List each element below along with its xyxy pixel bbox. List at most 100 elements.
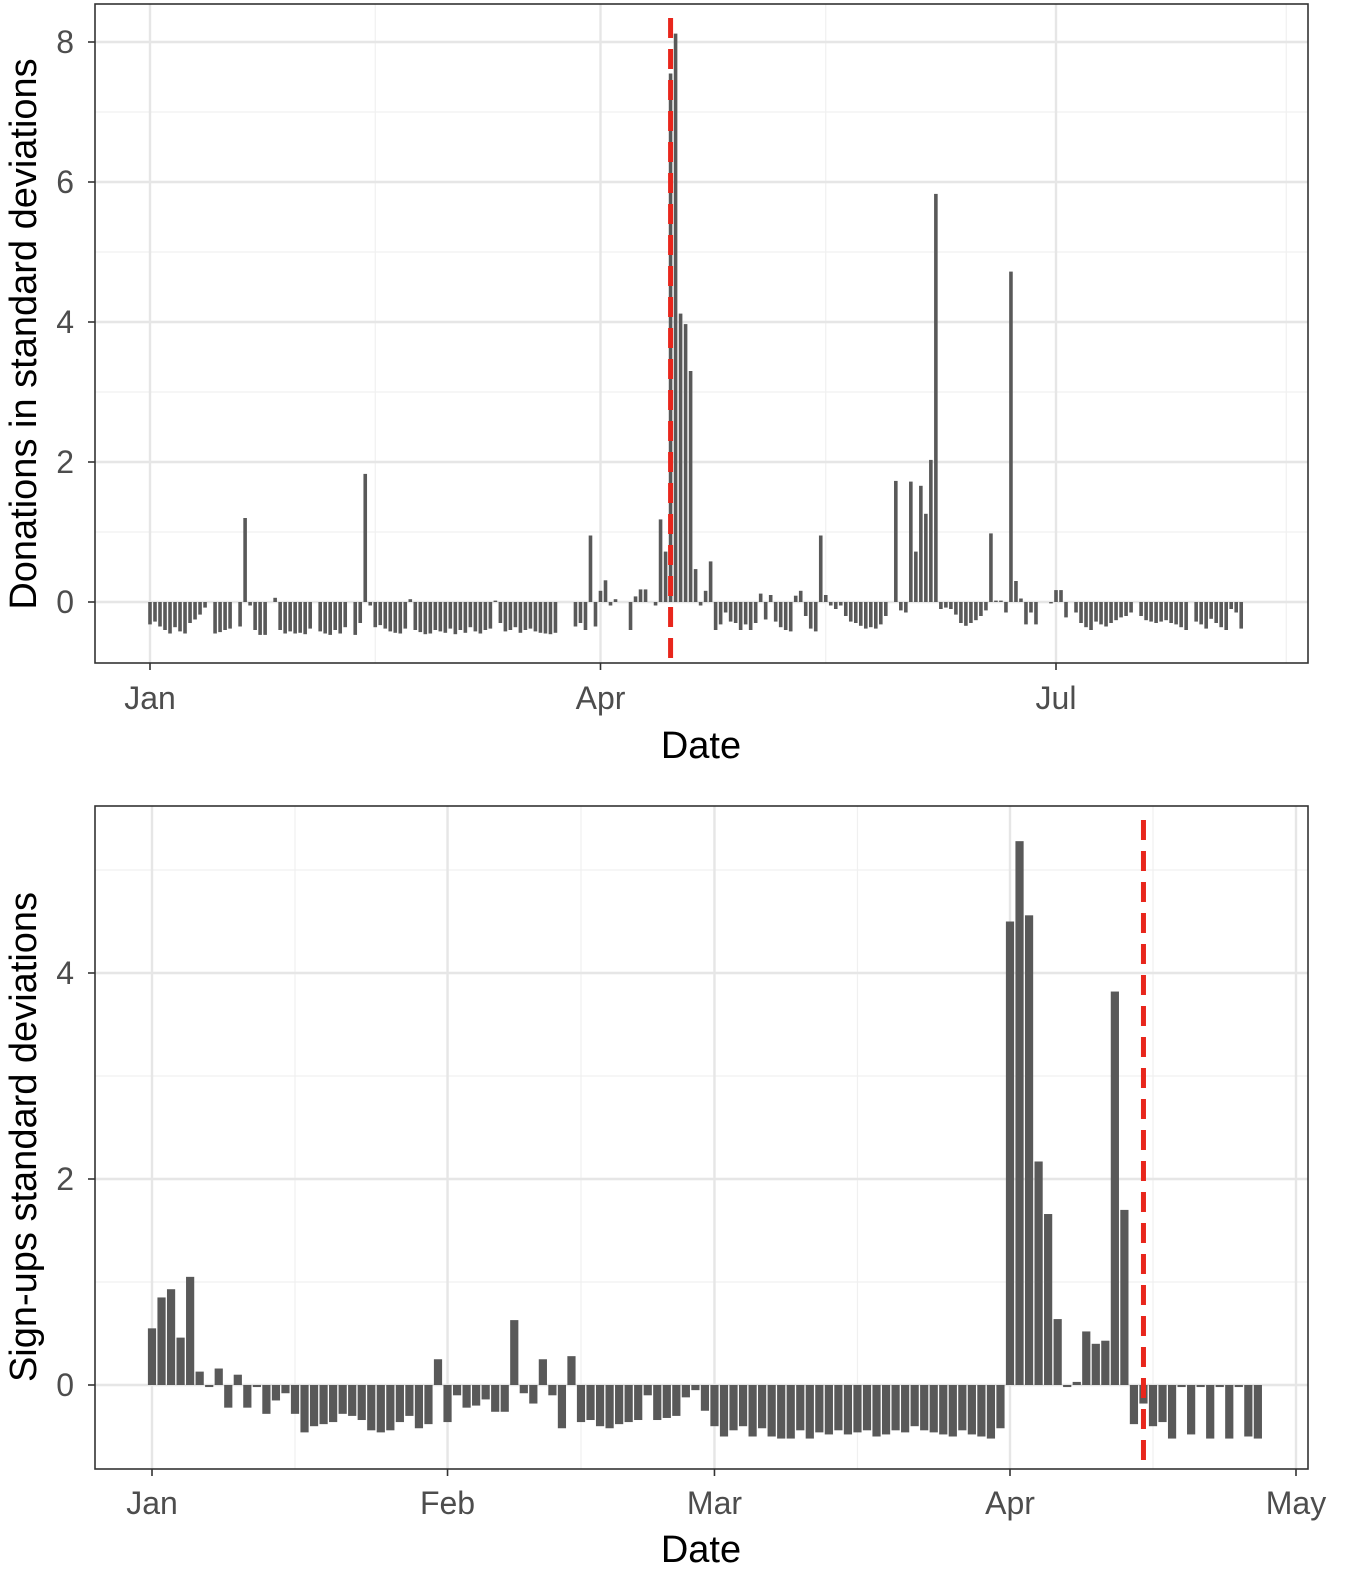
bar (147, 1328, 157, 1385)
bar (508, 602, 513, 630)
bar (278, 602, 282, 630)
y-tick-label: 6 (56, 164, 74, 200)
bar (405, 1385, 414, 1416)
bar (513, 602, 518, 628)
bar (357, 1385, 366, 1421)
bar (353, 602, 358, 635)
bar (233, 1374, 242, 1385)
bar (491, 1385, 500, 1412)
bar (367, 1385, 376, 1431)
bar (363, 473, 368, 602)
bar (1099, 602, 1103, 625)
bar (613, 599, 618, 602)
bar (262, 1385, 271, 1414)
bar (872, 1385, 881, 1437)
bar (290, 1385, 300, 1414)
y-tick-label: 4 (56, 304, 74, 340)
bar (1024, 602, 1028, 625)
bar (173, 602, 177, 628)
bar (166, 1289, 176, 1385)
bar (1014, 581, 1018, 602)
bar (488, 602, 493, 629)
bar (710, 1385, 719, 1427)
bar (767, 1385, 776, 1437)
bar (548, 602, 553, 635)
bar (939, 602, 943, 609)
bar (891, 1385, 900, 1431)
bar (605, 1385, 614, 1429)
x-tick-label: Apr (985, 1485, 1035, 1521)
bar (281, 1385, 290, 1394)
bar (388, 602, 393, 632)
bar (338, 602, 343, 634)
bar (919, 485, 923, 602)
bar (798, 590, 803, 602)
bar (228, 602, 232, 629)
bar (834, 1385, 843, 1431)
bar (615, 1385, 624, 1425)
bar (909, 481, 913, 602)
bar (984, 602, 988, 611)
bar (1064, 602, 1068, 618)
bar (248, 602, 252, 606)
bar (763, 602, 768, 620)
bar (833, 602, 838, 609)
bar (874, 602, 878, 629)
bar (1104, 602, 1108, 627)
bar (1234, 602, 1238, 613)
bar (343, 602, 348, 628)
bar (503, 602, 508, 632)
bar (1177, 1385, 1186, 1388)
bar (1234, 1385, 1243, 1388)
bar (1114, 602, 1118, 621)
bar (481, 1385, 490, 1400)
bar (986, 1385, 996, 1439)
donations-plot-panel (95, 4, 1308, 663)
bar (424, 1385, 433, 1425)
bar (1034, 602, 1038, 625)
bar (1154, 602, 1158, 623)
bar (1109, 602, 1113, 623)
bar (518, 602, 523, 633)
bar (683, 324, 688, 602)
bar (218, 602, 222, 633)
bar (974, 602, 978, 621)
bar (1029, 602, 1033, 613)
bar (323, 602, 327, 634)
bar (853, 602, 858, 623)
bar (1148, 1385, 1158, 1427)
donations-gridlines (95, 4, 1308, 663)
bar (528, 602, 533, 629)
y-tick-label: 4 (56, 955, 74, 991)
x-tick-label: Mar (687, 1485, 742, 1521)
bar (463, 602, 468, 633)
bar (1144, 602, 1148, 621)
bar (1079, 602, 1083, 623)
bar (243, 518, 247, 602)
bar (939, 1385, 948, 1435)
bar (603, 580, 608, 602)
x-tick-label: Jul (1036, 680, 1077, 716)
bar (263, 602, 267, 635)
bar (748, 602, 753, 630)
bar (768, 595, 773, 602)
bar (1215, 1385, 1224, 1388)
bar (1167, 1385, 1177, 1439)
bar (853, 1385, 862, 1433)
bar (1158, 1385, 1167, 1423)
bar (573, 602, 578, 627)
bar (538, 602, 543, 633)
donations-y-axis-title: Donations in standard deviations (3, 58, 45, 609)
signups-panel-border (94, 805, 1309, 1470)
bar (395, 1385, 404, 1423)
bar (688, 371, 693, 602)
bar (881, 1385, 891, 1435)
bar (493, 600, 498, 602)
bar (1239, 602, 1244, 629)
bar (1187, 1385, 1196, 1435)
bar (673, 33, 678, 603)
bar (443, 602, 448, 633)
bar (224, 1385, 233, 1408)
bar (843, 1385, 853, 1435)
